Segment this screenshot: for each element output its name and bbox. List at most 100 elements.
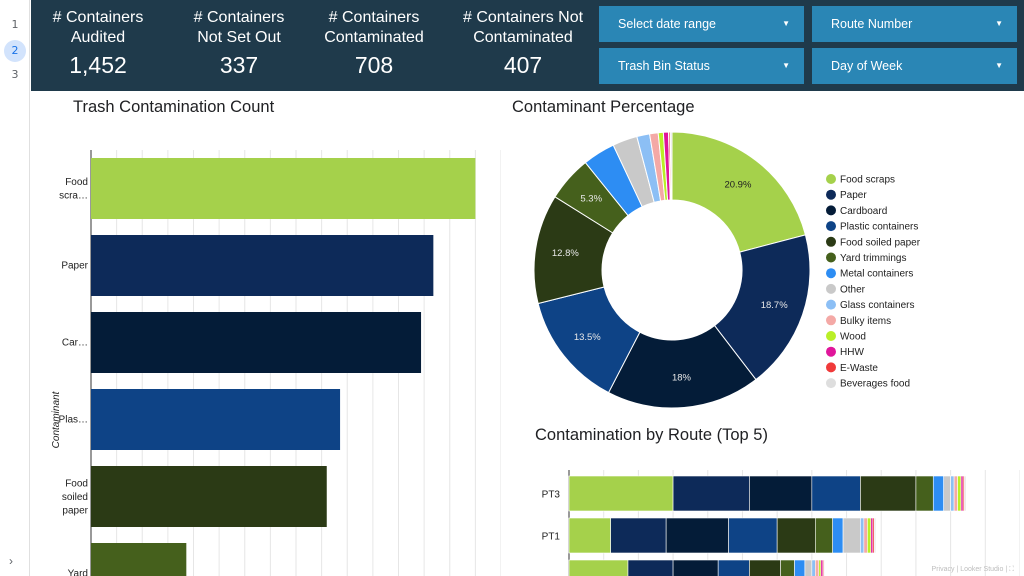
chevron-down-icon: ▼: [995, 61, 1003, 70]
kpi-label: # Containers: [328, 9, 420, 26]
segment-pt3-glass-containers: [950, 475, 955, 512]
legend-swatch-cardboard: [826, 205, 836, 216]
route-number-label: Route Number: [831, 17, 913, 31]
segment-pt3-paper: [672, 475, 750, 512]
expand-nav-icon[interactable]: ›: [9, 554, 13, 568]
slice-food-scraps: [671, 131, 807, 253]
chevron-down-icon: ▼: [782, 61, 790, 70]
footer-links[interactable]: Privacy | Looker Studio | ⛶: [931, 566, 1014, 573]
chevron-down-icon: ▼: [782, 19, 790, 28]
segment-pt3-metal-containers: [932, 475, 944, 512]
trash-bin-status-label: Trash Bin Status: [618, 59, 710, 73]
donut-chart-title: Contaminant Percentage: [512, 98, 695, 116]
legend-label: E-Waste: [840, 363, 878, 374]
legend-swatch-paper: [826, 189, 836, 200]
y-axis-title: Contaminant: [51, 390, 62, 448]
segment-pt1-other: [842, 517, 861, 554]
date-range-filter[interactable]: Select date range ▼: [599, 6, 804, 42]
bar-yard-trimmings: [91, 543, 187, 576]
kpi-value: 1,452: [69, 52, 127, 78]
bar-tick-label: Food: [65, 479, 88, 490]
segment-blank-plastic-containers: [717, 559, 750, 576]
segment-pt3-bulky-items: [953, 475, 958, 512]
route-tick-label: PT3: [542, 490, 561, 501]
bar-tick-label: Food: [65, 177, 88, 188]
legend-label: Wood: [840, 332, 866, 343]
segment-pt1-yard-trimmings: [815, 517, 833, 554]
kpi-label: Contaminated: [324, 29, 424, 46]
segment-blank-metal-containers: [794, 559, 806, 576]
legend-swatch-metal-containers: [826, 268, 836, 279]
trash-bin-status-filter[interactable]: Trash Bin Status ▼: [599, 48, 804, 84]
date-range-label: Select date range: [618, 17, 716, 31]
legend-label: HHW: [840, 347, 864, 358]
bar-tick-label: Car…: [62, 338, 88, 349]
segment-blank-food-scraps: [568, 559, 629, 576]
bar-tick-label: scra…: [59, 191, 88, 202]
kpi-containers-not-set-out: # Containers Not Set Out 337: [169, 8, 309, 79]
segment-pt1-metal-containers: [832, 517, 844, 554]
segment-pt3-yard-trimmings: [915, 475, 934, 512]
slice-data-label: 13.5%: [574, 332, 601, 343]
page-link-3[interactable]: 3: [11, 68, 19, 81]
segment-pt1-paper: [610, 517, 667, 554]
segment-pt1-hhw: [870, 517, 874, 554]
segment-pt3-wood: [957, 475, 962, 512]
kpi-value: 708: [354, 52, 394, 78]
segment-blank-e-waste: [822, 559, 825, 576]
legend-label: Food scraps: [840, 175, 895, 186]
segment-pt1-cardboard: [665, 517, 729, 554]
header-banner: # Containers Audited 1,452 # Containers …: [31, 0, 1024, 91]
segment-blank-hhw: [820, 559, 824, 576]
bar-tick-label: soiled: [62, 492, 88, 503]
legend-swatch-food-scraps: [826, 174, 836, 184]
kpi-containers-not-contaminated: # Containers Not Contaminated 407: [443, 8, 603, 79]
segment-blank-paper: [627, 559, 674, 576]
segment-pt3-beverages-food: [964, 475, 967, 512]
bar-tick-label: paper: [62, 506, 88, 517]
legend-label: Beverages food: [840, 379, 910, 390]
legend-swatch-beverages-food: [826, 378, 836, 389]
slice-data-label: 18.7%: [761, 300, 788, 311]
legend-swatch-food-soiled-paper: [826, 236, 836, 247]
slice-data-label: 20.9%: [724, 179, 751, 190]
bar-paper: [91, 235, 434, 296]
legend-swatch-e-waste: [826, 362, 836, 373]
segment-pt3-hhw: [960, 475, 964, 512]
kpi-label: Audited: [70, 29, 126, 46]
page-link-2[interactable]: 2: [4, 40, 26, 62]
day-of-week-filter[interactable]: Day of Week ▼: [812, 48, 1017, 84]
legend-swatch-yard-trimmings: [826, 252, 836, 263]
segment-blank-other: [804, 559, 813, 576]
contaminant-percentage-donut-chart: 20.9% 18.7% 18% 13.5% 12.8% 5.3% Food scraps Pa…: [533, 131, 921, 409]
legend-swatch-hhw: [826, 346, 836, 357]
kpi-label: Not Set Out: [197, 29, 281, 46]
contamination-count-bar-chart: Food scra… Paper Car… Plas… Food soiled paper Ya…: [51, 150, 501, 576]
bar-tick-label: Plas…: [59, 415, 88, 426]
bar-food-scraps: [91, 158, 476, 219]
page-link-1[interactable]: 1: [11, 18, 19, 31]
legend-label: Food soiled paper: [840, 237, 921, 248]
segment-pt1-wood: [867, 517, 872, 554]
legend-swatch-other: [826, 283, 836, 294]
legend-label: Paper: [840, 190, 867, 201]
route-contamination-stacked-chart: PT3 PT1: [542, 470, 1020, 576]
segment-blank-yard-trimmings: [780, 559, 795, 576]
segment-pt1-beverages-food: [873, 517, 876, 554]
route-number-filter[interactable]: Route Number ▼: [812, 6, 1017, 42]
slice-data-label: 12.8%: [552, 248, 579, 259]
route-chart-title: Contamination by Route (Top 5): [535, 426, 768, 444]
segment-blank-bulky-items: [815, 559, 820, 576]
legend-swatch-wood: [826, 331, 836, 341]
bar-tick-label: Paper: [61, 261, 88, 272]
page-navigation: 1 2 3 ›: [0, 0, 30, 576]
bar-tick-label: Yard: [68, 569, 88, 576]
segment-pt1-food-scraps: [568, 517, 611, 554]
legend-swatch-plastic-containers: [826, 221, 836, 232]
kpi-label: # Containers Not: [462, 9, 584, 26]
legend-label: Yard trimmings: [840, 253, 907, 264]
kpi-containers-audited: # Containers Audited 1,452: [28, 8, 168, 79]
segment-pt3-food-soiled-paper: [860, 475, 917, 512]
segment-blank-food-soiled-paper: [749, 559, 781, 576]
bar-cardboard: [91, 312, 422, 373]
